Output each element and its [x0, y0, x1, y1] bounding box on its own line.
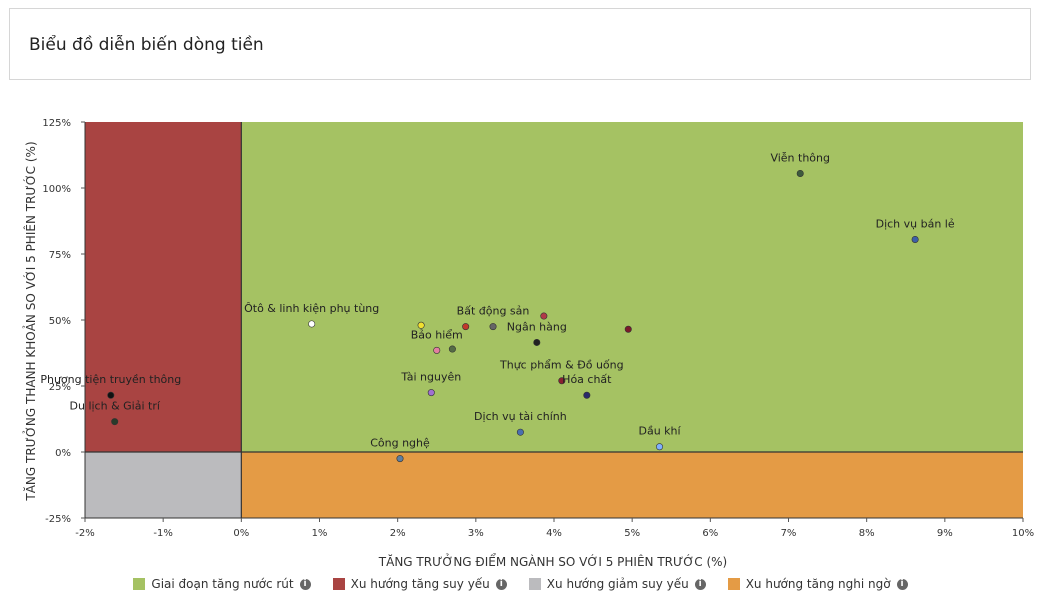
- y-tick-label: -25%: [45, 514, 71, 525]
- y-axis-label: TĂNG TRƯỞNG THANH KHOẢN SO VỚI 5 PHIÊN T…: [22, 141, 38, 501]
- info-icon[interactable]: i: [495, 578, 507, 590]
- data-point: [396, 455, 404, 463]
- data-point-label: Phương tiện truyền thông: [40, 373, 181, 386]
- data-point-label: Dầu khí: [638, 425, 681, 438]
- data-point: [540, 312, 548, 320]
- data-point-label: Tài nguyên: [400, 371, 461, 384]
- legend-label: Xu hướng giảm suy yếu: [546, 577, 689, 591]
- x-tick-label: 1%: [312, 528, 328, 539]
- data-point: [107, 391, 115, 399]
- data-point: [624, 325, 632, 333]
- data-point-label: Bảo hiểm: [411, 328, 463, 341]
- data-point-label: Hóa chất: [562, 373, 612, 386]
- legend-label: Xu hướng tăng nghi ngờ: [745, 577, 891, 591]
- y-tick-label: 75%: [49, 250, 71, 261]
- data-point: [489, 323, 497, 331]
- quadrant-final-surge: [241, 122, 1024, 452]
- y-tick-label: 125%: [42, 118, 71, 129]
- legend-swatch: [528, 578, 541, 590]
- chart-axes: -2% -1% 0% 1% 2% 3% 4% 5% 6% 7% 8% 9% 10% -25% 0% 25% 50…: [42, 118, 1034, 539]
- quadrant-backgrounds: [85, 122, 1024, 518]
- data-point-label: Du lịch & Giải trí: [70, 400, 161, 413]
- y-tick-label: 50%: [49, 316, 71, 327]
- x-tick-label: 6%: [702, 528, 718, 539]
- data-point: [433, 346, 441, 354]
- data-point-label: Công nghệ: [370, 437, 430, 450]
- legend-item[interactable]: Xu hướng tăng suy yếu i: [332, 577, 507, 591]
- data-point: [796, 169, 804, 177]
- y-tick-label: 25%: [49, 382, 71, 393]
- legend-swatch: [133, 578, 146, 590]
- data-point: [427, 389, 435, 397]
- legend-swatch: [727, 578, 740, 590]
- legend-item[interactable]: Giai đoạn tăng nước rút i: [133, 577, 311, 591]
- page-title: Biểu đồ diễn biến dòng tiền: [29, 35, 264, 55]
- chart-legend: Giai đoạn tăng nước rút i Xu hướng tăng su…: [0, 577, 1041, 591]
- legend-item[interactable]: Xu hướng giảm suy yếu i: [528, 577, 706, 591]
- quadrant-doubtful-uptrend: [241, 452, 1024, 518]
- x-tick-label: 0%: [233, 528, 249, 539]
- y-tick-label: 100%: [42, 184, 71, 195]
- legend-item[interactable]: Xu hướng tăng nghi ngờ i: [727, 577, 908, 591]
- data-point: [111, 418, 119, 426]
- chart-points: Viễn thông Dịch vụ bán lẻ Ôtô & linh kiện …: [40, 151, 955, 463]
- x-tick-label: 5%: [624, 528, 640, 539]
- data-point: [462, 323, 470, 331]
- legend-label: Xu hướng tăng suy yếu: [350, 577, 490, 591]
- data-point: [583, 391, 591, 399]
- data-point-label: Dịch vụ tài chính: [474, 410, 567, 423]
- x-tick-label: 7%: [781, 528, 797, 539]
- x-tick-label: 2%: [390, 528, 406, 539]
- legend-label: Giai đoạn tăng nước rút: [151, 577, 294, 591]
- data-point-label: Ngân hàng: [507, 320, 567, 333]
- x-tick-label: 9%: [937, 528, 953, 539]
- data-point: [448, 345, 456, 353]
- data-point-label: Dịch vụ bán lẻ: [876, 217, 955, 230]
- data-point: [533, 338, 541, 346]
- chart-title-card: Biểu đồ diễn biến dòng tiền: [9, 8, 1031, 80]
- x-tick-label: 10%: [1012, 528, 1034, 539]
- x-tick-label: -2%: [75, 528, 94, 539]
- x-tick-label: 4%: [546, 528, 562, 539]
- data-point: [911, 235, 919, 243]
- info-icon[interactable]: i: [896, 578, 908, 590]
- data-point: [558, 377, 566, 385]
- quadrant-weakening-downtrend: [85, 452, 242, 518]
- data-point: [417, 321, 425, 329]
- x-tick-label: 8%: [859, 528, 875, 539]
- data-point-label: Thực phẩm & Đồ uống: [499, 359, 624, 372]
- info-icon[interactable]: i: [299, 578, 311, 590]
- cashflow-scatter-chart: -2% -1% 0% 1% 2% 3% 4% 5% 6% 7% 8% 9% 10% -25% 0% 25% 50…: [22, 118, 1034, 569]
- x-tick-label: 3%: [468, 528, 484, 539]
- data-point-label: Viễn thông: [770, 151, 830, 164]
- data-point-label: Bất động sản: [457, 305, 530, 318]
- data-point-label: Ôtô & linh kiện phụ tùng: [244, 302, 379, 315]
- legend-swatch: [332, 578, 345, 590]
- x-axis-label: TĂNG TRƯỞNG ĐIỂM NGÀNH SO VỚI 5 PHIÊN TR…: [378, 553, 727, 569]
- data-point: [516, 428, 524, 436]
- info-icon[interactable]: i: [694, 578, 706, 590]
- data-point: [656, 443, 664, 451]
- x-tick-label: -1%: [153, 528, 172, 539]
- y-tick-label: 0%: [55, 448, 71, 459]
- data-point: [308, 320, 316, 328]
